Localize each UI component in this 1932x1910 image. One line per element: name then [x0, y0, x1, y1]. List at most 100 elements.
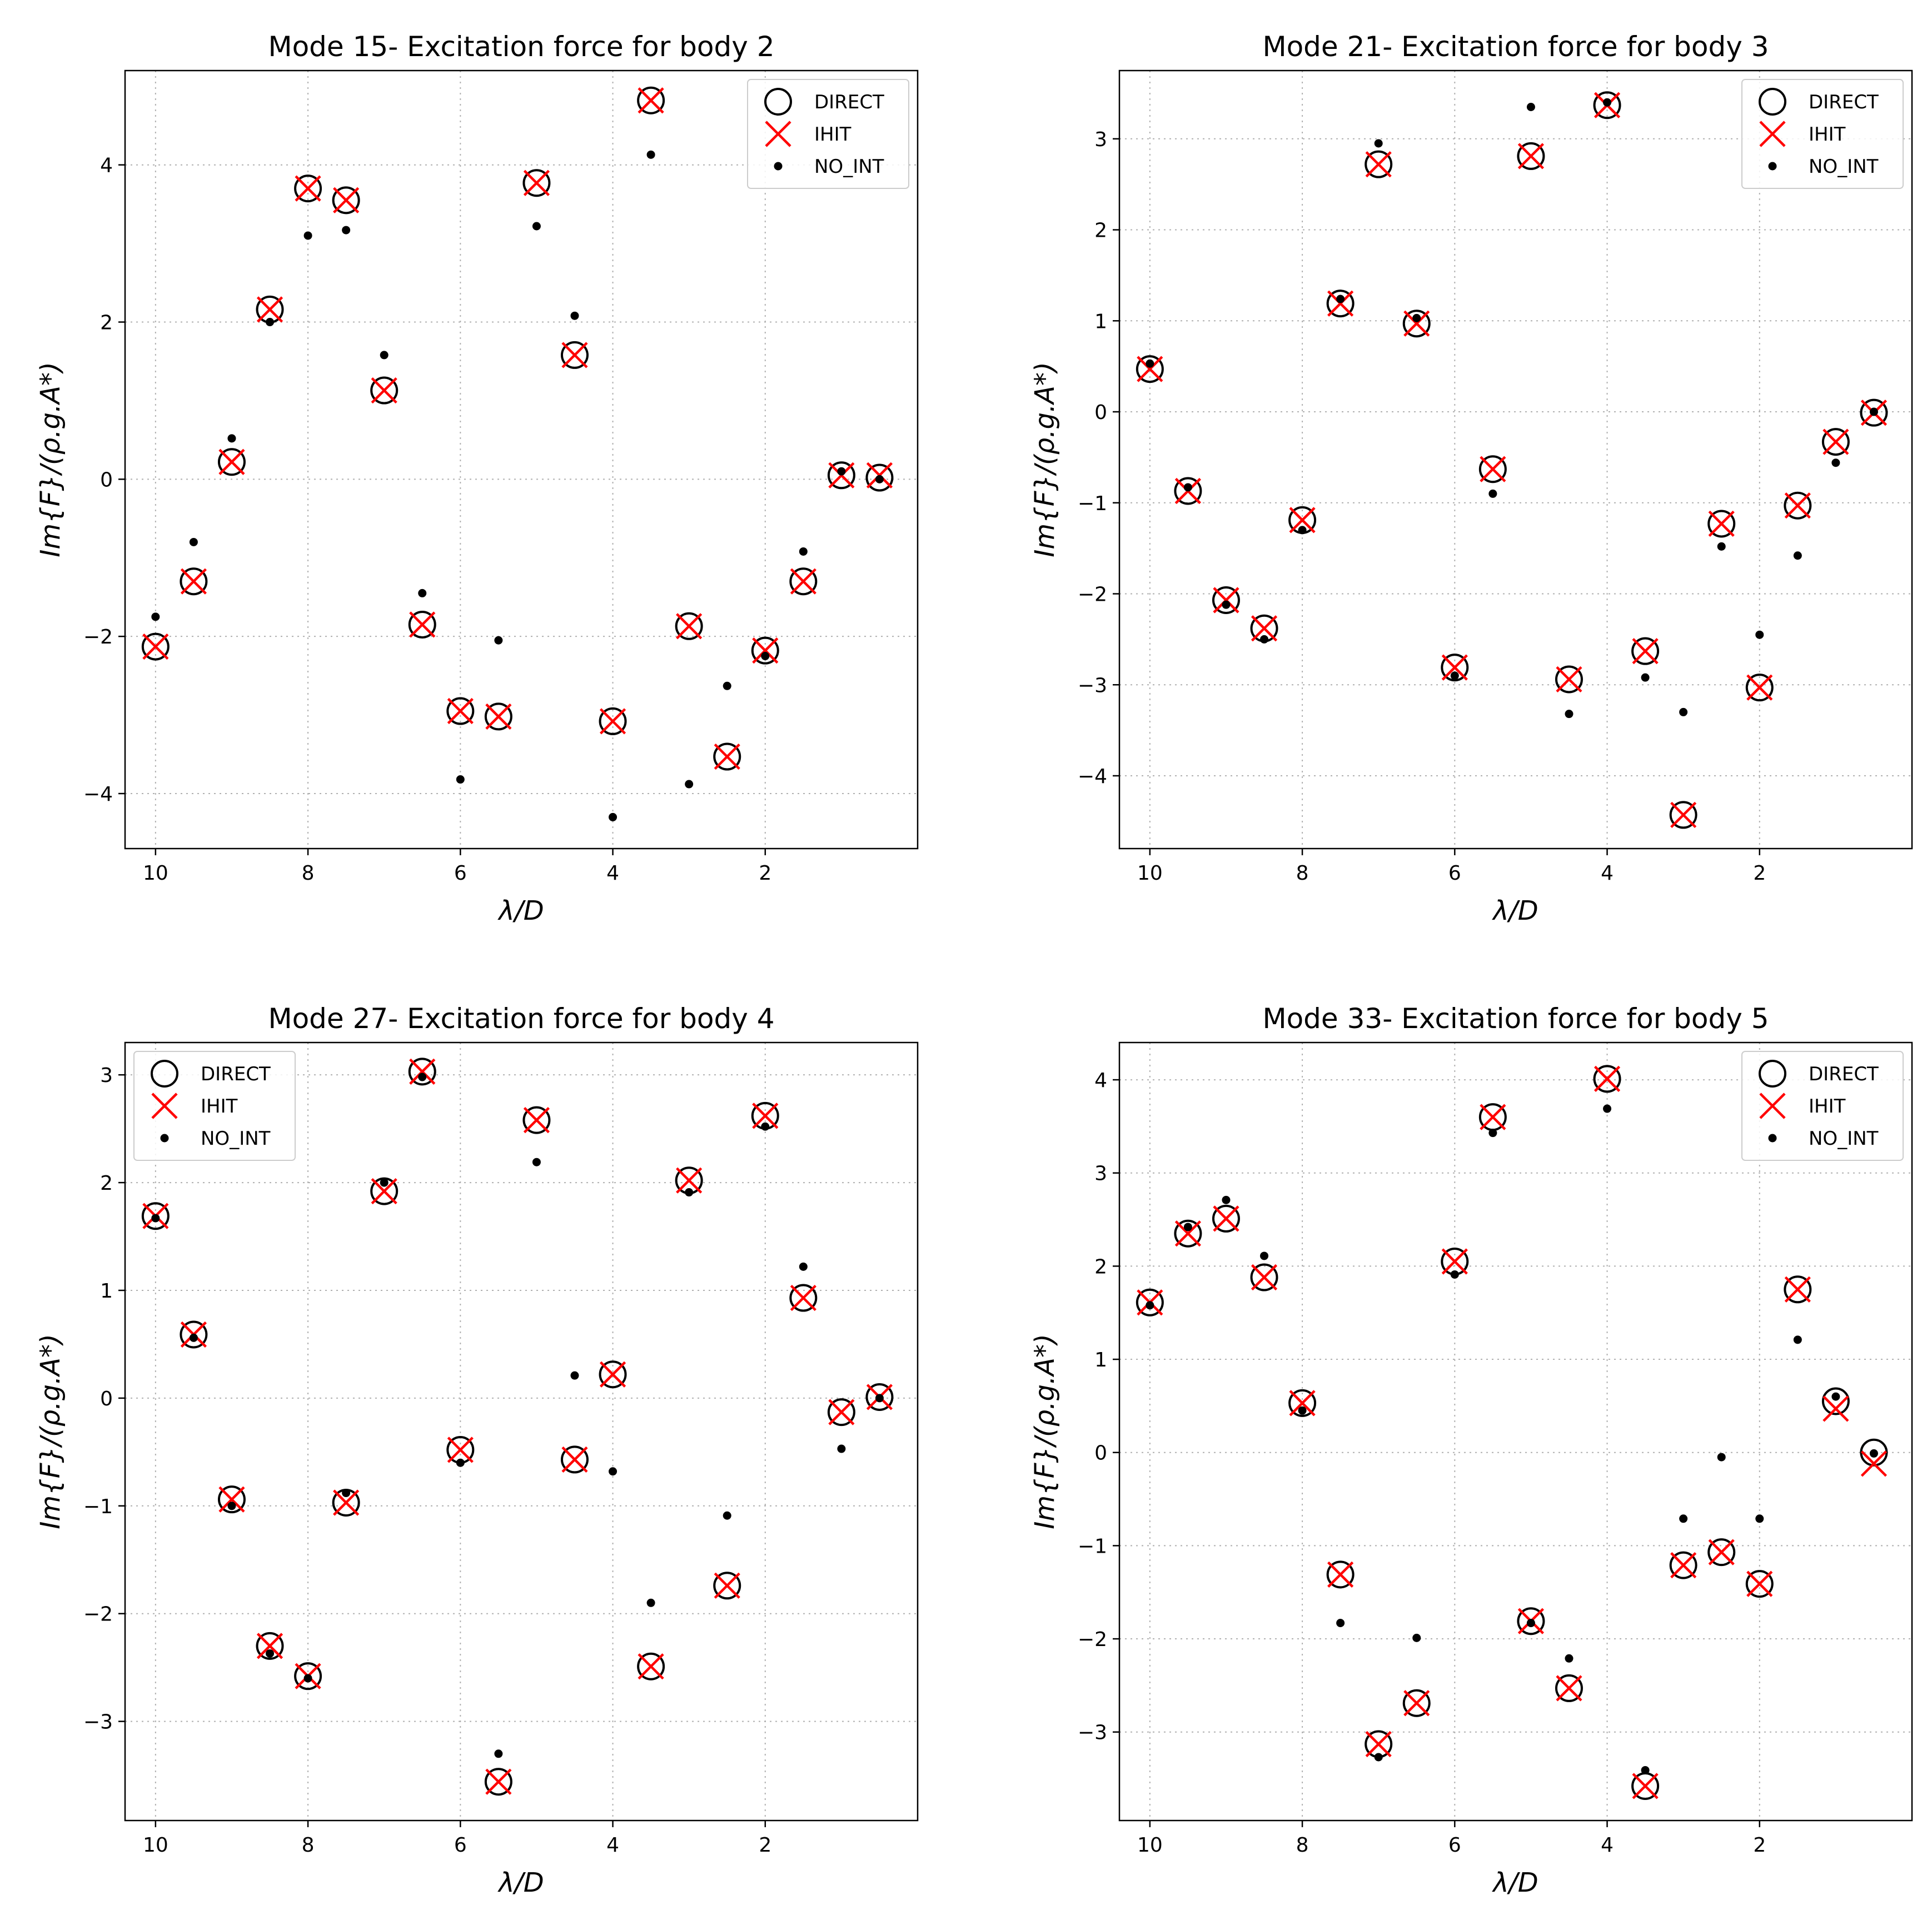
no-int-point	[609, 812, 618, 821]
direct-point	[1517, 142, 1545, 170]
direct-point	[1478, 455, 1507, 483]
no-int-point	[1603, 98, 1612, 107]
ihit-point	[218, 1486, 245, 1513]
direct-point	[1745, 674, 1774, 702]
ihit-point-stroke-b	[1403, 310, 1430, 337]
direct-point	[637, 86, 665, 114]
no-int-point	[1869, 1449, 1878, 1458]
y-tick-label: 3	[1094, 128, 1107, 151]
direct-point	[637, 1652, 665, 1680]
ihit-point	[1213, 1205, 1239, 1232]
ihit-point	[1480, 456, 1506, 482]
y-tick-label: 4	[1094, 1069, 1107, 1092]
ihit-point	[1251, 615, 1278, 642]
direct-point	[1212, 1204, 1240, 1233]
plot-frame	[1118, 1041, 1913, 1822]
no-int-point	[1222, 1195, 1231, 1204]
x-tick-label: 2	[759, 1834, 771, 1857]
panel-1: 10 8 6 4 2 −4 −2 0 2 4 Mode 15- Excitation force f…	[35, 31, 919, 926]
series-ihit	[142, 1058, 893, 1795]
no-int-point	[1146, 1301, 1154, 1310]
direct-point	[1402, 1689, 1431, 1717]
ihit-point	[447, 1437, 474, 1463]
ihit-point	[1823, 428, 1849, 455]
no-int-point	[1412, 1633, 1421, 1642]
direct-point	[1517, 1607, 1545, 1635]
direct-point	[865, 463, 894, 492]
ihit-point-stroke-b	[714, 743, 740, 770]
ihit-point	[752, 637, 779, 664]
direct-point	[1174, 477, 1202, 505]
ihit-point	[1480, 1104, 1506, 1130]
direct-point	[408, 610, 436, 639]
ihit-point-stroke-b	[1746, 674, 1773, 701]
no-int-point	[685, 780, 694, 789]
no-int-point	[1831, 458, 1840, 467]
plot-frame	[1118, 69, 1913, 850]
direct-point	[1326, 1560, 1355, 1589]
legend-marker-ihit-stroke-b	[151, 1093, 178, 1119]
x-tick-label: 10	[143, 862, 168, 885]
ihit-point	[409, 1058, 436, 1085]
direct-point	[751, 636, 779, 665]
no-int-point	[1450, 1270, 1459, 1279]
ihit-point-stroke-b	[1670, 1552, 1697, 1579]
ihit-point-stroke-b	[218, 1486, 245, 1513]
ihit-point-stroke-b	[561, 342, 588, 368]
ihit-point	[561, 1446, 588, 1473]
direct-point	[294, 174, 322, 203]
x-tick-label: 4	[1601, 862, 1614, 885]
no-int-point	[1603, 1104, 1612, 1113]
ihit-point	[1365, 1731, 1392, 1758]
legend-label: NO_INT	[1809, 156, 1879, 178]
ihit-point-stroke-b	[1708, 510, 1735, 537]
no-int-point	[1488, 489, 1497, 498]
direct-point	[332, 186, 360, 215]
no-int-point	[875, 1394, 884, 1403]
legend-marker-direct	[151, 1060, 178, 1088]
ihit-point	[1327, 1561, 1354, 1588]
legend-marker-ihit	[1759, 1093, 1786, 1119]
ihit-point	[180, 568, 207, 595]
panel-3: 10 8 6 4 2 −3 −2 −1 0 1 2 3 Mode 27- Excitation forc…	[35, 1003, 919, 1898]
ihit-point-stroke-b	[752, 637, 779, 664]
chart-title: Mode 21- Excitation force for body 3	[1262, 31, 1769, 63]
ihit-point-stroke-b	[828, 1399, 855, 1425]
y-tick-label: −3	[83, 1711, 113, 1734]
y-tick-label: 0	[100, 1388, 113, 1410]
ihit-point-stroke-b	[1327, 290, 1354, 317]
ihit-point	[371, 1178, 397, 1205]
legend-label: DIRECT	[1809, 91, 1879, 113]
series-direct	[1136, 1065, 1888, 1800]
no-int-point	[1488, 1129, 1497, 1138]
legend-marker-ihit	[765, 121, 791, 147]
y-tick-label: −4	[83, 783, 113, 806]
ihit-point	[828, 1399, 855, 1425]
direct-point	[1402, 310, 1431, 338]
no-int-point	[1565, 710, 1574, 719]
no-int-point	[1641, 673, 1650, 682]
x-axis-label: λ/D	[1491, 1867, 1538, 1898]
direct-point	[484, 702, 512, 731]
no-int-point	[685, 1188, 694, 1197]
legend-marker-ihit	[151, 1093, 178, 1119]
ihit-point-stroke-b	[1289, 1390, 1316, 1417]
no-int-point	[418, 1073, 427, 1081]
legend-label: IHIT	[1809, 123, 1846, 146]
direct-point	[294, 1662, 322, 1690]
x-tick-label: 6	[454, 1834, 467, 1857]
direct-point	[1593, 91, 1621, 119]
no-int-point	[1412, 313, 1421, 322]
series-ihit	[1137, 92, 1888, 829]
ihit-point-stroke-b	[1556, 1675, 1582, 1702]
direct-point	[484, 1768, 512, 1796]
ihit-point	[447, 697, 474, 725]
no-int-point	[1679, 707, 1688, 716]
ihit-point	[1289, 1390, 1316, 1417]
panel-2: 10 8 6 4 2 −4 −3 −2 −1 0 1 2 3 Mode 21- Excitation fo…	[1029, 31, 1913, 926]
series-direct	[141, 1058, 894, 1796]
no-int-point	[380, 1178, 389, 1187]
ihit-point-stroke-b	[676, 1167, 703, 1194]
x-tick-label: 4	[606, 1834, 619, 1857]
